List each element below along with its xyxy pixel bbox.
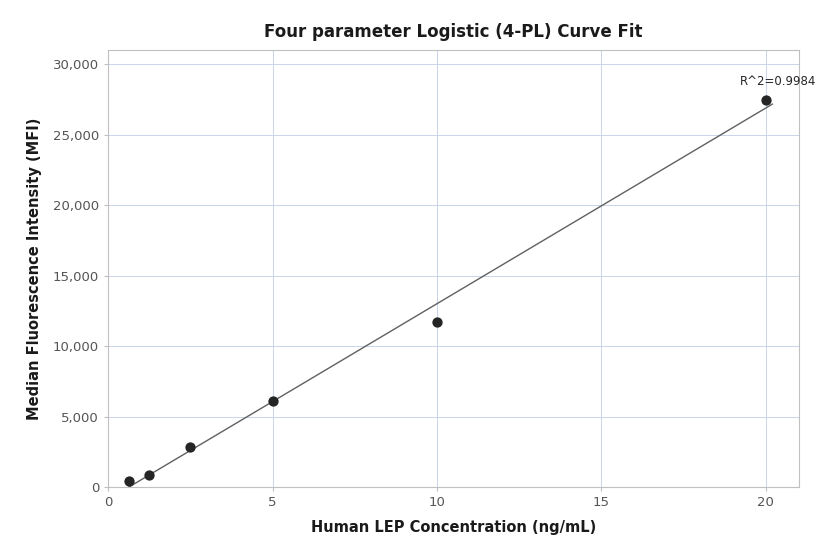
Text: R^2=0.9984: R^2=0.9984	[740, 76, 816, 88]
Point	[184, 442, 197, 451]
Y-axis label: Median Fluorescence Intensity (MFI): Median Fluorescence Intensity (MFI)	[27, 118, 42, 420]
Point	[430, 317, 443, 326]
Point	[142, 470, 156, 479]
Point	[122, 477, 136, 486]
X-axis label: Human LEP Concentration (ng/mL): Human LEP Concentration (ng/mL)	[311, 520, 596, 535]
Point	[759, 95, 772, 104]
Title: Four parameter Logistic (4-PL) Curve Fit: Four parameter Logistic (4-PL) Curve Fit	[265, 22, 642, 40]
Point	[266, 397, 280, 406]
